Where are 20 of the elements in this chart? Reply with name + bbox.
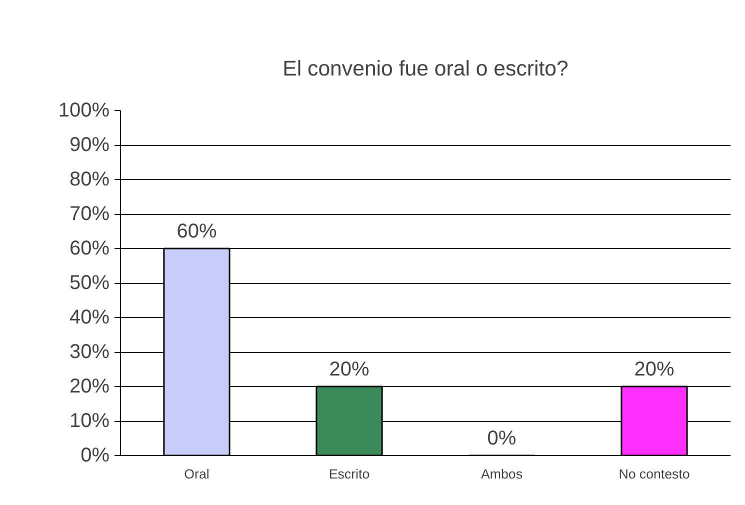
data-label: 20% <box>329 358 370 380</box>
y-tick-label: 90% <box>69 134 110 156</box>
y-tick-label: 30% <box>69 341 110 363</box>
data-label: 0% <box>487 428 516 450</box>
x-tick-label: Oral <box>184 466 210 482</box>
y-tick-label: 80% <box>69 168 110 190</box>
y-tick-label: 10% <box>69 410 110 432</box>
y-tick-label: 20% <box>69 376 110 398</box>
data-label: 60% <box>176 220 217 242</box>
data-label: 20% <box>634 358 674 380</box>
y-tick-label: 100% <box>58 100 110 122</box>
y-tick-label: 50% <box>69 272 110 294</box>
y-tick-label: 40% <box>69 306 110 328</box>
chart-title: El convenio fue oral o escrito? <box>282 56 568 80</box>
y-tick-label: 70% <box>69 203 110 225</box>
y-tick-label: 60% <box>69 238 110 260</box>
x-tick-label: Escrito <box>328 466 370 482</box>
x-tick-label: Ambos <box>481 466 523 482</box>
x-tick-label: No contesto <box>618 466 690 482</box>
y-tick-label: 0% <box>80 444 110 466</box>
